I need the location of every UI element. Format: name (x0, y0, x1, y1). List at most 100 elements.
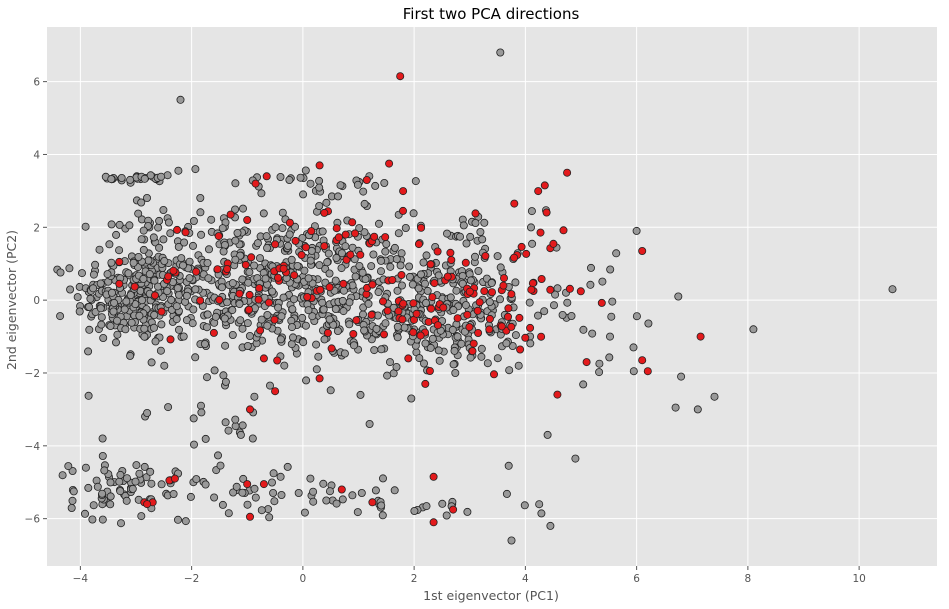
scatter-point (527, 223, 536, 232)
scatter-point (291, 236, 300, 245)
scatter-point (404, 354, 413, 363)
scatter-point (371, 181, 380, 190)
scatter-point (434, 346, 443, 355)
scatter-point (324, 249, 333, 258)
scatter-point (238, 488, 247, 497)
scatter-point (371, 486, 380, 495)
scatter-point (78, 269, 87, 278)
scatter-point (521, 333, 530, 342)
scatter-point (100, 466, 109, 475)
scatter-point (221, 377, 230, 386)
scatter-point (514, 361, 523, 370)
scatter-point (438, 499, 447, 508)
scatter-point (160, 361, 169, 370)
scatter-point (224, 426, 233, 435)
scatter-point (461, 258, 470, 267)
scatter-point (135, 469, 144, 478)
scatter-point (245, 331, 254, 340)
scatter-point (496, 48, 505, 57)
scatter-point (255, 284, 264, 293)
scatter-point (298, 233, 307, 242)
scatter-point (262, 172, 271, 181)
scatter-point (188, 241, 197, 250)
scatter-point (587, 263, 596, 272)
scatter-point (489, 370, 498, 379)
scatter-point (434, 271, 443, 280)
scatter-point (259, 209, 268, 218)
scatter-point (368, 280, 377, 289)
scatter-point (134, 209, 143, 218)
data-points (53, 48, 897, 545)
scatter-point (433, 247, 442, 256)
scatter-point (203, 258, 212, 267)
scatter-point (250, 392, 259, 401)
scatter-point (483, 359, 492, 368)
scatter-point (56, 312, 65, 321)
scatter-point (369, 250, 378, 259)
scatter-point (423, 286, 432, 295)
scatter-point (277, 490, 286, 499)
scatter-point (368, 498, 377, 507)
scatter-point (374, 288, 383, 297)
scatter-point (69, 487, 78, 496)
scatter-point (428, 293, 437, 302)
scatter-point (238, 421, 247, 430)
scatter-point (442, 511, 451, 520)
scatter-point (236, 430, 245, 439)
scatter-point (108, 288, 117, 297)
scatter-point (159, 235, 168, 244)
scatter-point (223, 298, 232, 307)
scatter-point (278, 208, 287, 217)
scatter-point (638, 246, 647, 255)
scatter-point (143, 408, 152, 417)
scatter-point (301, 166, 310, 175)
scatter-point (232, 482, 241, 491)
scatter-point (123, 474, 132, 483)
scatter-point (157, 307, 166, 316)
y-tick-label: 2 (33, 222, 40, 234)
scatter-point (172, 315, 181, 324)
scatter-point (334, 233, 343, 242)
scatter-point (449, 360, 458, 369)
scatter-point (357, 488, 366, 497)
scatter-point (219, 371, 228, 380)
scatter-point (598, 277, 607, 286)
scatter-point (463, 507, 472, 516)
scatter-point (273, 273, 282, 282)
scatter-point (221, 418, 230, 427)
scatter-point (191, 353, 200, 362)
scatter-point (241, 260, 250, 269)
scatter-point (253, 239, 262, 248)
scatter-point (239, 474, 248, 483)
scatter-point (348, 491, 357, 500)
scatter-point (749, 325, 758, 334)
scatter-point (306, 179, 315, 188)
scatter-point (178, 261, 187, 270)
scatter-point (527, 207, 536, 216)
scatter-point (84, 347, 93, 356)
scatter-point (315, 176, 324, 185)
scatter-point (202, 323, 211, 332)
scatter-point (503, 312, 512, 321)
scatter-point (96, 279, 105, 288)
scatter-point (231, 236, 240, 245)
scatter-point (558, 310, 567, 319)
scatter-point (336, 181, 345, 190)
scatter-point (160, 256, 169, 265)
scatter-point (235, 289, 244, 298)
scatter-point (98, 434, 107, 443)
scatter-point (130, 282, 139, 291)
y-tick-label: 4 (33, 149, 40, 161)
scatter-point (370, 346, 379, 355)
scatter-point (215, 295, 224, 304)
scatter-point (238, 275, 247, 284)
scatter-point (238, 204, 247, 213)
scatter-point (255, 254, 264, 263)
scatter-point (97, 320, 106, 329)
scatter-point (356, 390, 365, 399)
scatter-point (416, 331, 425, 340)
scatter-point (115, 257, 124, 266)
scatter-point (257, 506, 266, 515)
scatter-point (499, 281, 508, 290)
